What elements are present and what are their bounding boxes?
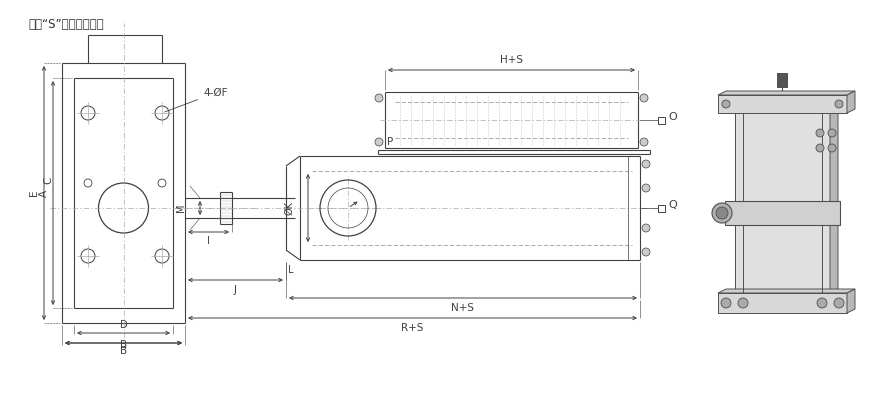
Text: 4-ØF: 4-ØF: [164, 88, 228, 112]
Text: D: D: [120, 320, 127, 330]
Circle shape: [640, 138, 648, 146]
Circle shape: [828, 144, 836, 152]
Polygon shape: [847, 91, 855, 113]
Bar: [718, 293, 847, 313]
Circle shape: [375, 138, 383, 146]
Circle shape: [828, 129, 836, 137]
Bar: [658, 117, 665, 123]
Circle shape: [640, 94, 648, 102]
Circle shape: [712, 203, 732, 223]
Polygon shape: [735, 109, 838, 113]
Text: A: A: [39, 189, 49, 196]
Bar: [777, 73, 787, 87]
Text: H+S: H+S: [500, 55, 523, 65]
Polygon shape: [830, 109, 838, 293]
Circle shape: [375, 94, 383, 102]
Text: I: I: [207, 236, 210, 246]
Text: N+S: N+S: [452, 303, 475, 313]
Text: B: B: [120, 340, 127, 350]
Bar: [735, 113, 830, 293]
Text: 注：“S”為缸的總行程: 注：“S”為缸的總行程: [28, 18, 104, 31]
Circle shape: [834, 298, 844, 308]
Circle shape: [642, 184, 650, 192]
Circle shape: [716, 207, 728, 219]
Text: L: L: [288, 265, 293, 275]
Bar: [718, 95, 847, 113]
Text: C: C: [43, 176, 53, 184]
Text: M: M: [176, 204, 186, 212]
Text: J: J: [234, 285, 237, 295]
Text: R+S: R+S: [401, 323, 424, 333]
Bar: [725, 201, 840, 225]
Circle shape: [721, 298, 731, 308]
Bar: [658, 204, 665, 212]
Circle shape: [642, 248, 650, 256]
Circle shape: [738, 298, 748, 308]
Circle shape: [816, 144, 824, 152]
Polygon shape: [718, 91, 855, 95]
Text: E: E: [29, 190, 39, 196]
Polygon shape: [718, 289, 855, 293]
Circle shape: [817, 298, 827, 308]
Circle shape: [642, 224, 650, 232]
Text: P: P: [387, 137, 393, 147]
Circle shape: [835, 100, 843, 108]
Circle shape: [722, 100, 730, 108]
Text: B: B: [120, 346, 127, 356]
Text: Q: Q: [668, 200, 677, 210]
Polygon shape: [847, 289, 855, 313]
Text: ØK: ØK: [284, 201, 294, 215]
Circle shape: [642, 160, 650, 168]
Circle shape: [816, 129, 824, 137]
Text: O: O: [668, 112, 677, 122]
